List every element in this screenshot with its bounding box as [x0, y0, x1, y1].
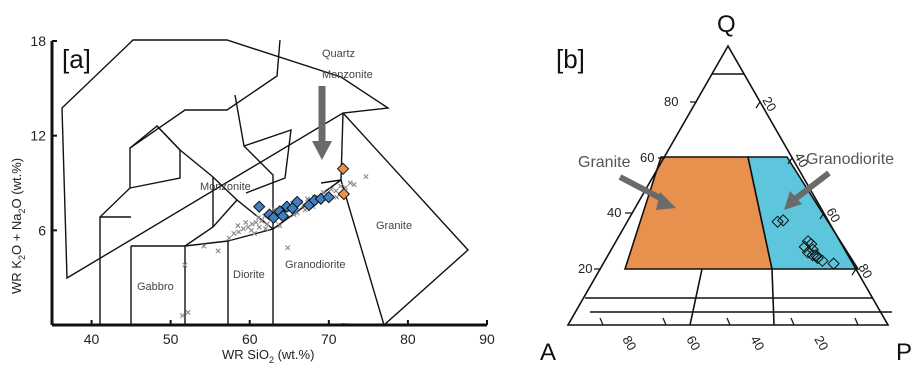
- data-point-blue-diamond: [253, 200, 266, 213]
- qap-data-point: [816, 254, 829, 268]
- left-tick-20: 20: [578, 261, 592, 276]
- data-point-cross: [334, 194, 340, 200]
- data-point-cross: [277, 223, 283, 229]
- tas-field-boundaries: [61, 39, 469, 326]
- data-point-cross: [294, 210, 300, 216]
- granodiorite-region: [747, 156, 860, 270]
- field-label-quartz: Quartz: [322, 48, 355, 60]
- data-point-cross: [328, 186, 334, 192]
- y-tick-label: 12: [30, 128, 46, 144]
- qap-data-point: [776, 214, 790, 227]
- data-point-cross: [251, 230, 258, 237]
- vertex-label-a: A: [540, 339, 556, 366]
- vertex-label-q: Q: [717, 11, 736, 38]
- x-tick-label: 50: [163, 331, 179, 347]
- data-point-cross: [285, 245, 291, 251]
- panel-label-a: [a]: [62, 44, 91, 74]
- bottom-tick-60: 60: [683, 333, 703, 353]
- qap-arrow-granodiorite: [784, 170, 831, 210]
- data-point-blue-diamond: [276, 209, 290, 223]
- data-point-orange-diamond: [336, 162, 350, 176]
- tas-ticks: 40 50 60 70 80 90 6 12 18: [30, 33, 495, 347]
- data-point-cross: [182, 262, 188, 268]
- data-point-cross: [259, 218, 265, 224]
- data-point-cross: [201, 243, 207, 249]
- field-label-gabbro: Gabbro: [137, 281, 174, 293]
- right-tick-40: 40: [791, 150, 811, 170]
- data-point-cross: [185, 309, 191, 315]
- qap-data-point: [809, 249, 823, 262]
- vertex-label-p: P: [896, 339, 912, 366]
- x-tick-label: 70: [321, 331, 337, 347]
- data-point-blue-diamond: [290, 195, 304, 209]
- qap-data-points: [771, 214, 840, 270]
- field-label-granodiorite: Granodiorite: [285, 259, 346, 271]
- tas-x-axis-label: WR SiO2 (wt.%): [222, 347, 314, 365]
- data-point-cross: [253, 219, 259, 226]
- data-point-cross: [231, 230, 237, 237]
- x-tick-label: 40: [84, 331, 100, 347]
- data-point-cross: [243, 219, 249, 226]
- data-point-cross: [363, 174, 369, 180]
- x-tick-label: 60: [242, 331, 258, 347]
- region-label-granite: Granite: [578, 154, 631, 171]
- panel-label-b: [b]: [556, 44, 585, 74]
- field-label-diorite: Diorite: [233, 269, 265, 281]
- data-point-cross: [338, 183, 344, 189]
- bottom-tick-80: 80: [619, 333, 639, 353]
- tas-axes: [50, 41, 487, 327]
- right-tick-20: 20: [759, 94, 779, 114]
- data-point-cross: [256, 224, 262, 230]
- tas-arrow: [312, 86, 332, 160]
- data-point-cross: [236, 229, 242, 235]
- qap-ticks: [594, 101, 859, 326]
- data-point-cross: [351, 181, 357, 188]
- data-point-cross: [262, 226, 269, 232]
- data-point-cross: [235, 223, 241, 229]
- data-point-cross: [215, 248, 221, 254]
- tas-data-points: [179, 162, 369, 319]
- x-tick-label: 80: [400, 331, 416, 347]
- data-point-orange-diamond: [337, 187, 351, 201]
- data-point-cross: [179, 312, 186, 319]
- right-tick-80: 80: [855, 261, 875, 281]
- right-tick-60: 60: [823, 205, 843, 225]
- y-tick-label: 6: [38, 222, 46, 238]
- data-point-cross: [264, 221, 270, 227]
- qap-data-point: [771, 215, 784, 228]
- bottom-tick-40: 40: [747, 333, 767, 353]
- data-point-cross: [249, 221, 255, 227]
- qap-panel: [b] Q: [540, 11, 912, 366]
- qap-data-point: [804, 237, 818, 251]
- tas-y-axis-label: WR K2O + Na2O (wt.%): [9, 158, 27, 294]
- data-point-cross: [240, 226, 246, 232]
- data-point-cross: [226, 235, 232, 241]
- left-tick-60: 60: [640, 150, 654, 165]
- left-tick-80: 80: [664, 94, 678, 109]
- data-point-blue-diamond: [322, 190, 336, 204]
- y-tick-label: 18: [30, 33, 46, 49]
- qap-arrow-granite: [618, 174, 676, 210]
- qap-data-point: [827, 257, 840, 270]
- field-label-granite: Granite: [376, 220, 412, 232]
- tas-panel: [a] 40 50 60 70 80 90 6: [9, 33, 495, 365]
- field-label-quartz-monzonite: Monzonite: [322, 69, 373, 81]
- region-label-granodiorite: Granodiorite: [806, 151, 894, 168]
- bottom-tick-20: 20: [811, 333, 831, 353]
- left-tick-40: 40: [607, 205, 621, 220]
- x-tick-label: 90: [479, 331, 495, 347]
- granite-region: [623, 156, 773, 270]
- field-label-monzonite: Monzonite: [200, 181, 251, 193]
- data-point-cross: [333, 188, 339, 194]
- data-point-cross: [347, 180, 353, 186]
- qap-data-point: [798, 240, 812, 254]
